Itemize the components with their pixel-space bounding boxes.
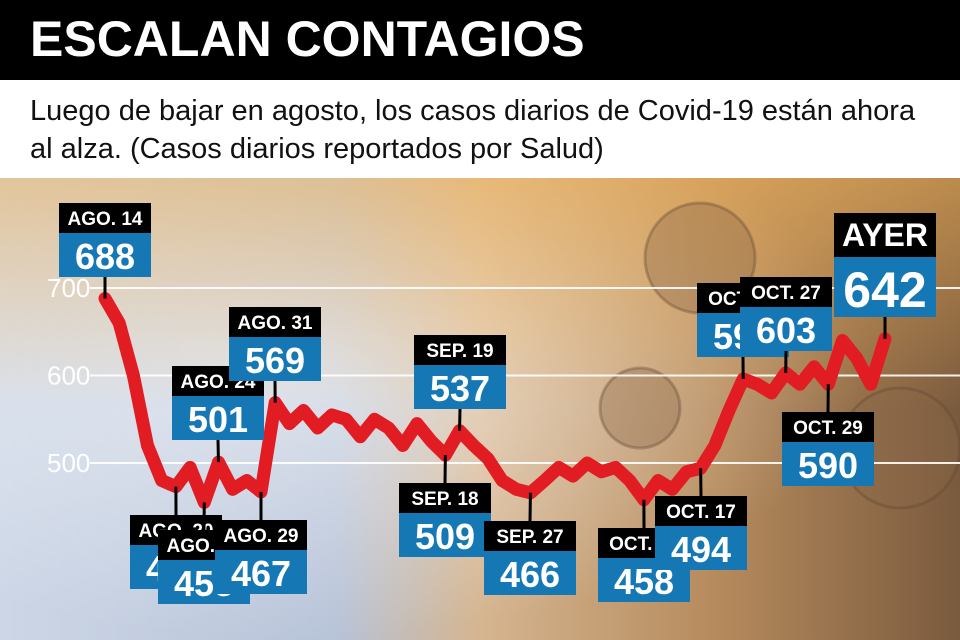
- callout-date: OCT. 27: [751, 283, 821, 304]
- series-layer: [98, 292, 892, 509]
- callout-oct-27: OCT. 27 603: [740, 277, 832, 373]
- date-box: [740, 277, 832, 307]
- callout-value: 501: [188, 399, 248, 440]
- value-box: [414, 365, 506, 409]
- date-box: [399, 483, 491, 513]
- chart-title: ESCALAN CONTAGIOS: [30, 11, 585, 67]
- callout-value: 537: [430, 368, 490, 409]
- value-box: [59, 233, 151, 277]
- callout-date: AGO. 14: [68, 209, 143, 230]
- callout-ago-14: AGO. 14 688: [59, 203, 151, 299]
- callout-sep-27: SEP. 27 466: [484, 492, 576, 595]
- title-bar: [0, 0, 960, 80]
- callout-date: SEP. 19: [426, 341, 493, 362]
- y-tick-label: 500: [47, 448, 90, 478]
- callout-value: 603: [756, 310, 816, 351]
- callout-date: OCT. 17: [666, 502, 736, 523]
- callout-value: 466: [500, 554, 560, 595]
- value-box: [782, 442, 874, 486]
- callout-value: 642: [843, 262, 926, 318]
- callout-value: 590: [798, 445, 858, 486]
- value-box: [834, 257, 936, 317]
- callout-date: AGO. 31: [238, 313, 313, 334]
- date-box: [59, 203, 151, 233]
- callout-ago-31: AGO. 31 569: [229, 307, 321, 403]
- callout-ayer: AYER 642: [834, 213, 936, 339]
- callout-date: SEP. 27: [496, 527, 563, 548]
- date-box: [414, 335, 506, 365]
- callout-sep-18: SEP. 18 509: [399, 455, 491, 557]
- callout-date: OCT. 29: [793, 418, 863, 439]
- y-axis-ticks: 500 600 700: [47, 273, 90, 478]
- y-tick-label: 600: [47, 361, 90, 391]
- value-box: [229, 337, 321, 381]
- callout-date: AGO. 29: [224, 526, 299, 547]
- date-box: [834, 213, 936, 257]
- chart-subtitle: Luego de bajar en agosto, los casos diar…: [30, 95, 916, 165]
- date-box: [782, 412, 874, 442]
- value-box: [655, 526, 747, 570]
- date-box: [484, 521, 576, 551]
- series-line: [98, 292, 892, 509]
- subtitle-bar: [0, 80, 960, 180]
- callout-oct-29: OCT. 29 590: [782, 384, 874, 486]
- callout-value: 494: [671, 529, 731, 570]
- callout-oct-17: OCT. 17 494: [655, 468, 747, 570]
- value-box: [215, 550, 307, 594]
- value-box: [399, 513, 491, 557]
- callout-value: 569: [245, 340, 305, 381]
- callout-value: 467: [231, 553, 291, 594]
- callout-ago-29: AGO. 29 467: [215, 491, 307, 594]
- value-box: [484, 551, 576, 595]
- date-box: [655, 496, 747, 526]
- y-tick-label: 700: [47, 273, 90, 303]
- date-box: [215, 520, 307, 550]
- value-box: [172, 396, 264, 440]
- callout-value: 688: [75, 236, 135, 277]
- value-box: [740, 307, 832, 351]
- callout-date: SEP. 18: [411, 489, 478, 510]
- callout-value: 509: [415, 516, 475, 557]
- callout-date: AYER: [842, 217, 928, 253]
- date-box: [229, 307, 321, 337]
- callout-sep-19: SEP. 19 537: [414, 335, 506, 431]
